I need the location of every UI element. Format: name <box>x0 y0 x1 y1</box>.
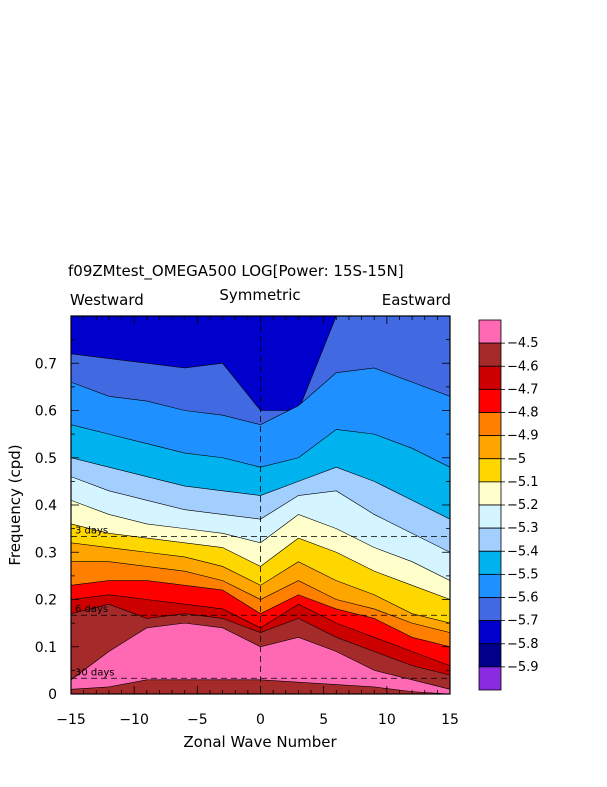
y-tick-label: 0.2 <box>35 593 57 609</box>
colorbar-swatch <box>478 435 502 460</box>
x-tick-label: 10 <box>378 712 396 728</box>
period-reference-label: 3 days <box>75 526 108 537</box>
colorbar-swatch <box>478 550 502 575</box>
x-axis-label: Zonal Wave Number <box>183 733 337 751</box>
x-tick-label: 5 <box>319 712 328 728</box>
axes: −15 −10 −5 0 5 10 15 0 0.1 0.2 0.3 0.4 0.5 0.6 0.7 <box>35 315 459 728</box>
colorbar-label: −5.1 <box>507 475 539 490</box>
x-tick-label: 0 <box>256 712 265 728</box>
y-axis-label: Frequency (cpd) <box>6 444 24 565</box>
colorbar-swatch <box>478 481 502 506</box>
x-tick-label: 15 <box>441 712 459 728</box>
colorbar-label: −4.6 <box>507 359 539 374</box>
colorbar-swatch <box>478 504 502 529</box>
colorbar-swatch <box>478 388 502 413</box>
colorbar-label: −5.7 <box>507 614 539 629</box>
colorbar: −4.5 −4.6 −4.7 −4.8 −4.9 −5 −5.1 −5.2 −5.3 −5.4 −5… <box>478 319 539 691</box>
y-tick-label: 0.4 <box>35 498 57 514</box>
y-tick-label: 0.6 <box>35 404 57 420</box>
y-tick-label: 0.3 <box>35 545 57 561</box>
y-tick-label: 0.5 <box>35 451 57 467</box>
colorbar-swatch <box>478 342 502 367</box>
subtitle-symmetric: Symmetric <box>219 286 300 304</box>
reference-lines: 3 days 6 days 30 days <box>71 316 450 694</box>
colorbar-swatch <box>478 666 502 691</box>
subtitle-westward: Westward <box>70 291 144 309</box>
chart-title: f09ZMtest_OMEGA500 LOG[Power: 15S-15N] <box>68 262 404 281</box>
colorbar-label: −5 <box>507 452 526 467</box>
x-tick-label: −10 <box>119 712 149 728</box>
subtitle-eastward: Eastward <box>382 291 451 309</box>
y-tick-label: 0.7 <box>35 356 57 372</box>
colorbar-swatch <box>478 412 502 437</box>
colorbar-label: −4.5 <box>507 336 539 351</box>
period-reference-label: 30 days <box>75 667 115 678</box>
colorbar-label: −5.3 <box>507 521 539 536</box>
colorbar-label: −5.8 <box>507 637 539 652</box>
colorbar-swatch <box>478 319 502 344</box>
colorbar-swatch <box>478 620 502 645</box>
colorbar-swatch <box>478 597 502 622</box>
colorbar-swatch <box>478 643 502 668</box>
colorbar-swatch <box>478 527 502 552</box>
colorbar-label: −5.9 <box>507 660 539 675</box>
colorbar-label: −4.7 <box>507 382 539 397</box>
y-tick-label: 0.1 <box>35 640 57 656</box>
colorbar-label: −5.4 <box>507 544 539 559</box>
colorbar-label: −5.5 <box>507 567 539 582</box>
colorbar-swatch <box>478 573 502 598</box>
x-tick-label: −5 <box>187 712 208 728</box>
colorbar-swatch <box>478 365 502 390</box>
colorbar-swatch <box>478 458 502 483</box>
y-tick-label: 0 <box>48 687 57 703</box>
colorbar-label: −5.2 <box>507 498 539 513</box>
colorbar-label: −4.8 <box>507 406 539 421</box>
colorbar-label: −4.9 <box>507 429 539 444</box>
x-tick-label: −15 <box>56 712 86 728</box>
period-reference-label: 6 days <box>75 604 108 615</box>
colorbar-label: −5.6 <box>507 591 539 606</box>
